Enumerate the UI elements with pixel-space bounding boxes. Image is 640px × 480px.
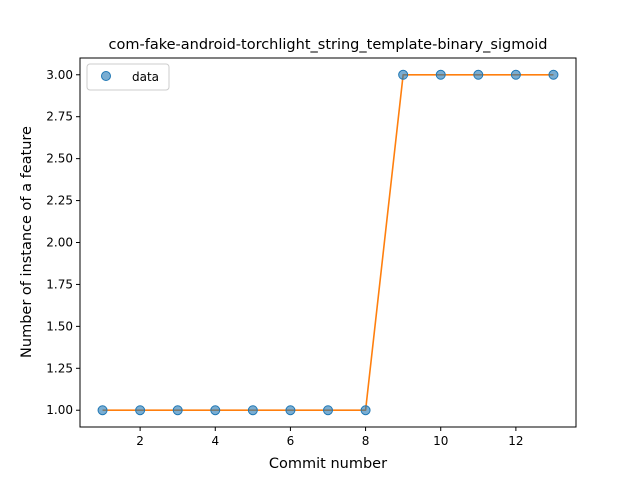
data-point (135, 405, 146, 416)
data-point (97, 405, 108, 416)
legend-label: data (132, 70, 159, 84)
x-tick-label: 8 (362, 434, 370, 448)
y-tick-label: 2.50 (46, 152, 73, 166)
x-tick-label: 12 (508, 434, 523, 448)
data-point (210, 405, 221, 416)
data-point (247, 405, 258, 416)
x-tick-label: 2 (136, 434, 144, 448)
y-tick-label: 2.75 (46, 110, 73, 124)
y-tick-label: 2.25 (46, 194, 73, 208)
data-point (510, 69, 521, 80)
x-tick-label: 10 (433, 434, 448, 448)
data-point (360, 405, 371, 416)
axes-frame (79, 57, 577, 428)
y-tick-label: 1.50 (46, 319, 73, 333)
legend-box (86, 63, 170, 91)
legend-marker (101, 71, 111, 81)
data-point (473, 69, 484, 80)
data-point (398, 69, 409, 80)
x-axis-label: Commit number (269, 456, 387, 472)
y-tick-label: 1.25 (46, 361, 73, 375)
data-point (323, 405, 333, 416)
data-point (172, 405, 183, 416)
plot-area: 2 4 6 8 10 12 1.00 1.25 1.50 1.75 2.00 2.25 2.50 2.75… (46, 57, 577, 448)
x-tick-label: 4 (211, 434, 219, 448)
legend: data (86, 63, 170, 91)
chart-title: com-fake-android-torchlight_string_templ… (109, 37, 548, 53)
y-tick-label: 1.75 (46, 277, 73, 291)
x-tick-label: 6 (287, 434, 295, 448)
y-tick-label: 1.00 (46, 403, 73, 417)
y-axis-label: Number of instance of a feature (19, 126, 35, 358)
y-tick-label: 3.00 (46, 68, 73, 82)
data-point (435, 69, 446, 80)
data-point (285, 405, 296, 416)
y-tick-label: 2.00 (46, 236, 73, 250)
data-point (548, 69, 559, 80)
